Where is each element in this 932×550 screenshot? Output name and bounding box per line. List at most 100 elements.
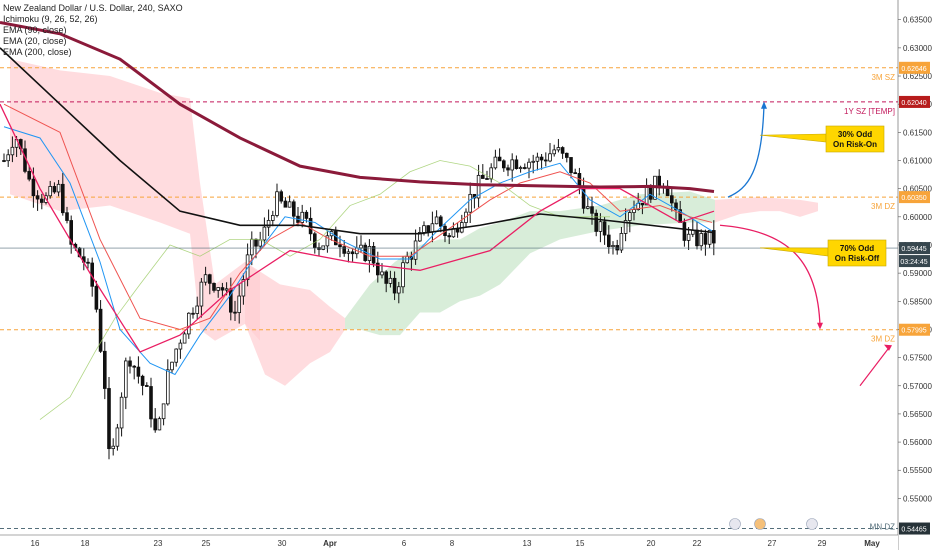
candle-body bbox=[98, 308, 103, 352]
candle-body bbox=[569, 157, 573, 174]
candle-body bbox=[556, 147, 561, 151]
candle-body bbox=[107, 388, 111, 450]
candle-body bbox=[270, 215, 275, 221]
x-tick-label: 6 bbox=[402, 539, 407, 548]
candle-body bbox=[249, 238, 254, 256]
level-price-tag-bg bbox=[899, 95, 930, 108]
candle-body bbox=[447, 235, 451, 238]
candle-body bbox=[312, 233, 317, 249]
bounce-arrowhead bbox=[884, 344, 892, 351]
x-tick-label: 27 bbox=[768, 539, 777, 548]
candle-body bbox=[640, 202, 645, 206]
candle-body bbox=[384, 271, 388, 284]
candle-body bbox=[153, 418, 158, 431]
callout-pointer bbox=[759, 247, 829, 257]
candle-body bbox=[350, 251, 355, 255]
x-tick-label: 13 bbox=[523, 539, 532, 548]
event-flag-icon bbox=[729, 518, 741, 530]
candle-body bbox=[695, 229, 699, 247]
candle-body bbox=[598, 221, 603, 232]
candle-body bbox=[375, 262, 380, 276]
x-tick-label: 29 bbox=[818, 539, 827, 548]
candle-body bbox=[615, 245, 619, 251]
level-price-tag-bg bbox=[899, 61, 930, 74]
bounce-arrow bbox=[859, 345, 891, 387]
candle-body bbox=[191, 312, 195, 315]
candle-body bbox=[61, 183, 65, 214]
candle-body bbox=[602, 221, 607, 236]
candle-body bbox=[287, 201, 292, 208]
tenkan-line bbox=[3, 126, 713, 376]
candle-body bbox=[170, 361, 174, 371]
y-tick-label: 0.63500 bbox=[903, 16, 932, 25]
candle-body bbox=[632, 209, 636, 213]
x-tick-label: 15 bbox=[576, 539, 585, 548]
time-axis-bg bbox=[0, 535, 898, 550]
y-tick-label: 0.57000 bbox=[903, 382, 932, 391]
candle-body bbox=[699, 233, 703, 247]
ema-line bbox=[0, 103, 715, 353]
candle-body bbox=[144, 385, 149, 387]
risk-on-path bbox=[727, 104, 765, 198]
callout-line-2: On Risk-On bbox=[833, 140, 877, 149]
candle-body bbox=[586, 206, 590, 209]
candle-body bbox=[623, 220, 628, 234]
candle-body bbox=[220, 287, 225, 291]
candle-body bbox=[359, 244, 363, 249]
callout-pointer bbox=[759, 133, 827, 143]
candle-body bbox=[493, 156, 498, 169]
candle-body bbox=[468, 193, 472, 213]
candle-body bbox=[275, 191, 279, 216]
candle-body bbox=[573, 172, 577, 175]
candle-body bbox=[413, 240, 418, 260]
candle-body bbox=[535, 156, 540, 162]
candle-body bbox=[619, 233, 624, 251]
candle-body bbox=[628, 212, 632, 221]
candle-body bbox=[611, 245, 615, 248]
candle-body bbox=[682, 222, 687, 241]
y-tick-label: 0.56500 bbox=[903, 410, 932, 419]
ichimoku-cloud-segment bbox=[345, 222, 500, 336]
candle-body bbox=[670, 195, 674, 204]
countdown-tag-bg bbox=[899, 255, 930, 268]
legend-ema20[interactable]: EMA (20, close) bbox=[3, 36, 67, 46]
candle-body bbox=[111, 445, 116, 450]
candle-body bbox=[539, 156, 544, 161]
candle-body bbox=[523, 167, 527, 169]
candle-body bbox=[510, 159, 514, 171]
candle-body bbox=[565, 152, 569, 158]
y-tick-label: 0.61500 bbox=[903, 128, 932, 137]
candle-body bbox=[186, 312, 191, 335]
candle-body bbox=[199, 281, 204, 307]
level-label: MN DZ bbox=[870, 523, 895, 532]
candle-body bbox=[31, 178, 36, 197]
legend-ichimoku[interactable]: Ichimoku (9, 26, 52, 26) bbox=[3, 14, 98, 24]
candle-body bbox=[300, 211, 304, 223]
candle-body bbox=[291, 201, 296, 217]
candle-body bbox=[2, 160, 6, 162]
y-tick-label: 0.60500 bbox=[903, 185, 932, 194]
callout-line-1: 30% Odd bbox=[838, 130, 872, 139]
candle-body bbox=[266, 220, 271, 228]
candle-body bbox=[371, 246, 376, 264]
x-tick-label: Apr bbox=[323, 539, 337, 548]
candle-body bbox=[501, 160, 506, 169]
candle-body bbox=[325, 235, 330, 247]
candle-body bbox=[707, 230, 712, 245]
candle-body bbox=[258, 239, 262, 247]
candle-body bbox=[422, 225, 426, 233]
candle-body bbox=[149, 386, 153, 420]
candle-body bbox=[178, 342, 183, 350]
candle-body bbox=[590, 206, 594, 214]
level-price-tag-bg bbox=[899, 323, 930, 336]
legend-ema90[interactable]: EMA (90, close) bbox=[3, 25, 67, 35]
candle-body bbox=[136, 366, 141, 377]
level-label: 3M DZ bbox=[871, 202, 895, 211]
legend-ema200[interactable]: EMA (200, close) bbox=[3, 47, 72, 57]
legend-symbol: New Zealand Dollar / U.S. Dollar, 240, S… bbox=[3, 3, 183, 13]
countdown-tag: 03:24:45 bbox=[900, 259, 927, 266]
candle-body bbox=[224, 288, 229, 291]
callout-box bbox=[827, 239, 887, 267]
candle-body bbox=[649, 186, 653, 200]
